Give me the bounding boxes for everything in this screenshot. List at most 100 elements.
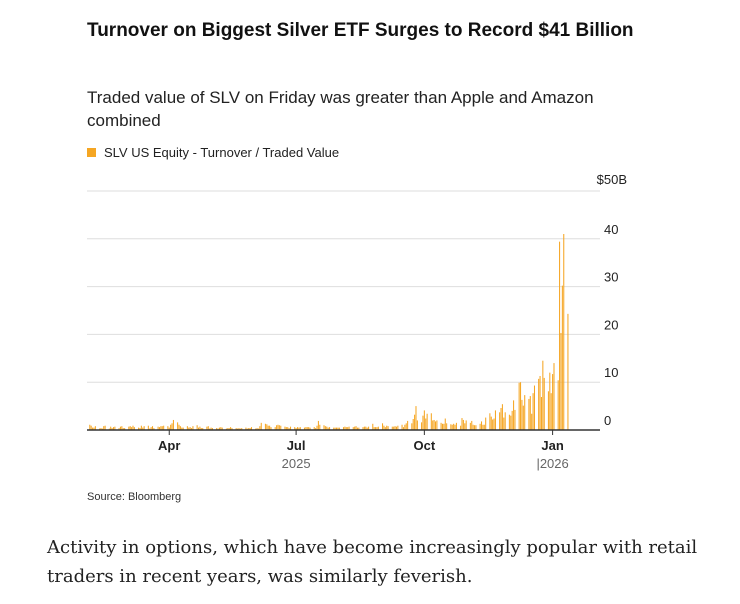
bar: [373, 427, 375, 430]
chart-subtitle: Traded value of SLV on Friday was greate…: [87, 88, 594, 130]
bar: [294, 427, 296, 430]
bar: [383, 425, 385, 430]
bar: [559, 241, 561, 430]
bar: [376, 427, 378, 430]
bar: [358, 427, 360, 430]
bar: [94, 426, 96, 430]
bar: [518, 382, 520, 430]
bar: [319, 424, 321, 430]
bar: [501, 404, 503, 430]
bar: [110, 426, 112, 430]
bar: [287, 427, 289, 430]
bar: [483, 424, 485, 430]
bar: [432, 420, 434, 430]
bar: [108, 428, 110, 430]
bar: [210, 427, 212, 430]
bar: [493, 418, 495, 430]
bar: [230, 427, 232, 430]
bar: [241, 428, 243, 430]
bar: [405, 423, 407, 430]
bar: [142, 427, 144, 430]
bar: [460, 425, 462, 430]
bar: [218, 427, 220, 430]
bar: [362, 427, 364, 430]
bar: [147, 425, 149, 430]
bar: [177, 422, 179, 430]
bar: [524, 395, 526, 430]
bar: [303, 427, 305, 430]
bar: [455, 422, 457, 430]
bar: [538, 378, 540, 430]
bar: [423, 410, 425, 430]
bar: [129, 426, 131, 430]
bar: [290, 426, 292, 430]
bar: [422, 415, 424, 430]
bar: [158, 427, 161, 430]
bar: [474, 425, 476, 430]
bar: [266, 424, 268, 430]
bar: [285, 427, 287, 430]
bar: [377, 426, 379, 430]
bar: [132, 425, 134, 430]
bar: [372, 423, 374, 430]
article-paragraph: Activity in options, which have become i…: [47, 537, 698, 587]
bar: [421, 422, 423, 430]
bar: [140, 425, 142, 430]
bar: [401, 424, 403, 430]
bar: [425, 418, 427, 430]
bar: [315, 428, 317, 430]
bar: [228, 428, 230, 430]
bar: [475, 425, 477, 430]
bar: [209, 428, 211, 430]
bar: [416, 420, 418, 430]
bar: [494, 410, 496, 430]
bar: [441, 423, 443, 430]
bar: [178, 424, 180, 430]
bar: [461, 418, 463, 430]
bar: [345, 427, 347, 430]
bar: [197, 427, 200, 430]
bar: [354, 426, 356, 430]
bar: [366, 427, 368, 430]
bar: [426, 413, 428, 430]
bar: [150, 427, 152, 430]
bar: [93, 427, 95, 430]
bar: [269, 425, 271, 430]
bar: [257, 428, 259, 430]
bar: [245, 427, 247, 430]
bar: [469, 422, 471, 430]
bar: [250, 427, 253, 430]
bar: [414, 414, 416, 430]
bar: [264, 423, 266, 430]
bar: [540, 397, 542, 430]
x-tick-label: Apr: [158, 438, 180, 453]
bar: [163, 425, 165, 430]
bar: [231, 428, 233, 430]
bar: [220, 427, 222, 430]
bar: [547, 391, 549, 430]
bar: [118, 428, 120, 430]
bar: [387, 426, 389, 430]
bar: [151, 426, 154, 430]
bar: [462, 419, 464, 430]
bar: [143, 426, 145, 430]
bar: [464, 423, 466, 430]
bar: [249, 428, 251, 430]
bar: [402, 427, 404, 430]
bar: [189, 427, 191, 430]
bar: [391, 426, 393, 430]
bar: [444, 418, 446, 430]
bar: [100, 428, 102, 430]
bar: [92, 427, 94, 430]
bar: [549, 372, 551, 430]
bar: [500, 408, 502, 430]
y-tick-label: 0: [604, 413, 611, 428]
bar: [404, 424, 406, 430]
bar: [200, 428, 202, 430]
bar: [128, 426, 130, 430]
bar: [490, 416, 492, 430]
bar: [342, 427, 345, 430]
bar: [329, 427, 331, 430]
y-tick-label: 10: [604, 365, 618, 380]
bar: [567, 313, 569, 430]
